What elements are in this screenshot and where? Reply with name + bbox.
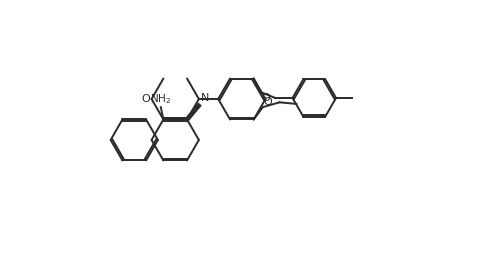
Text: O: O [263, 97, 272, 106]
Text: O: O [261, 93, 270, 103]
Text: NH$_2$: NH$_2$ [150, 92, 171, 106]
Text: O: O [142, 94, 150, 104]
Text: N: N [201, 93, 210, 103]
